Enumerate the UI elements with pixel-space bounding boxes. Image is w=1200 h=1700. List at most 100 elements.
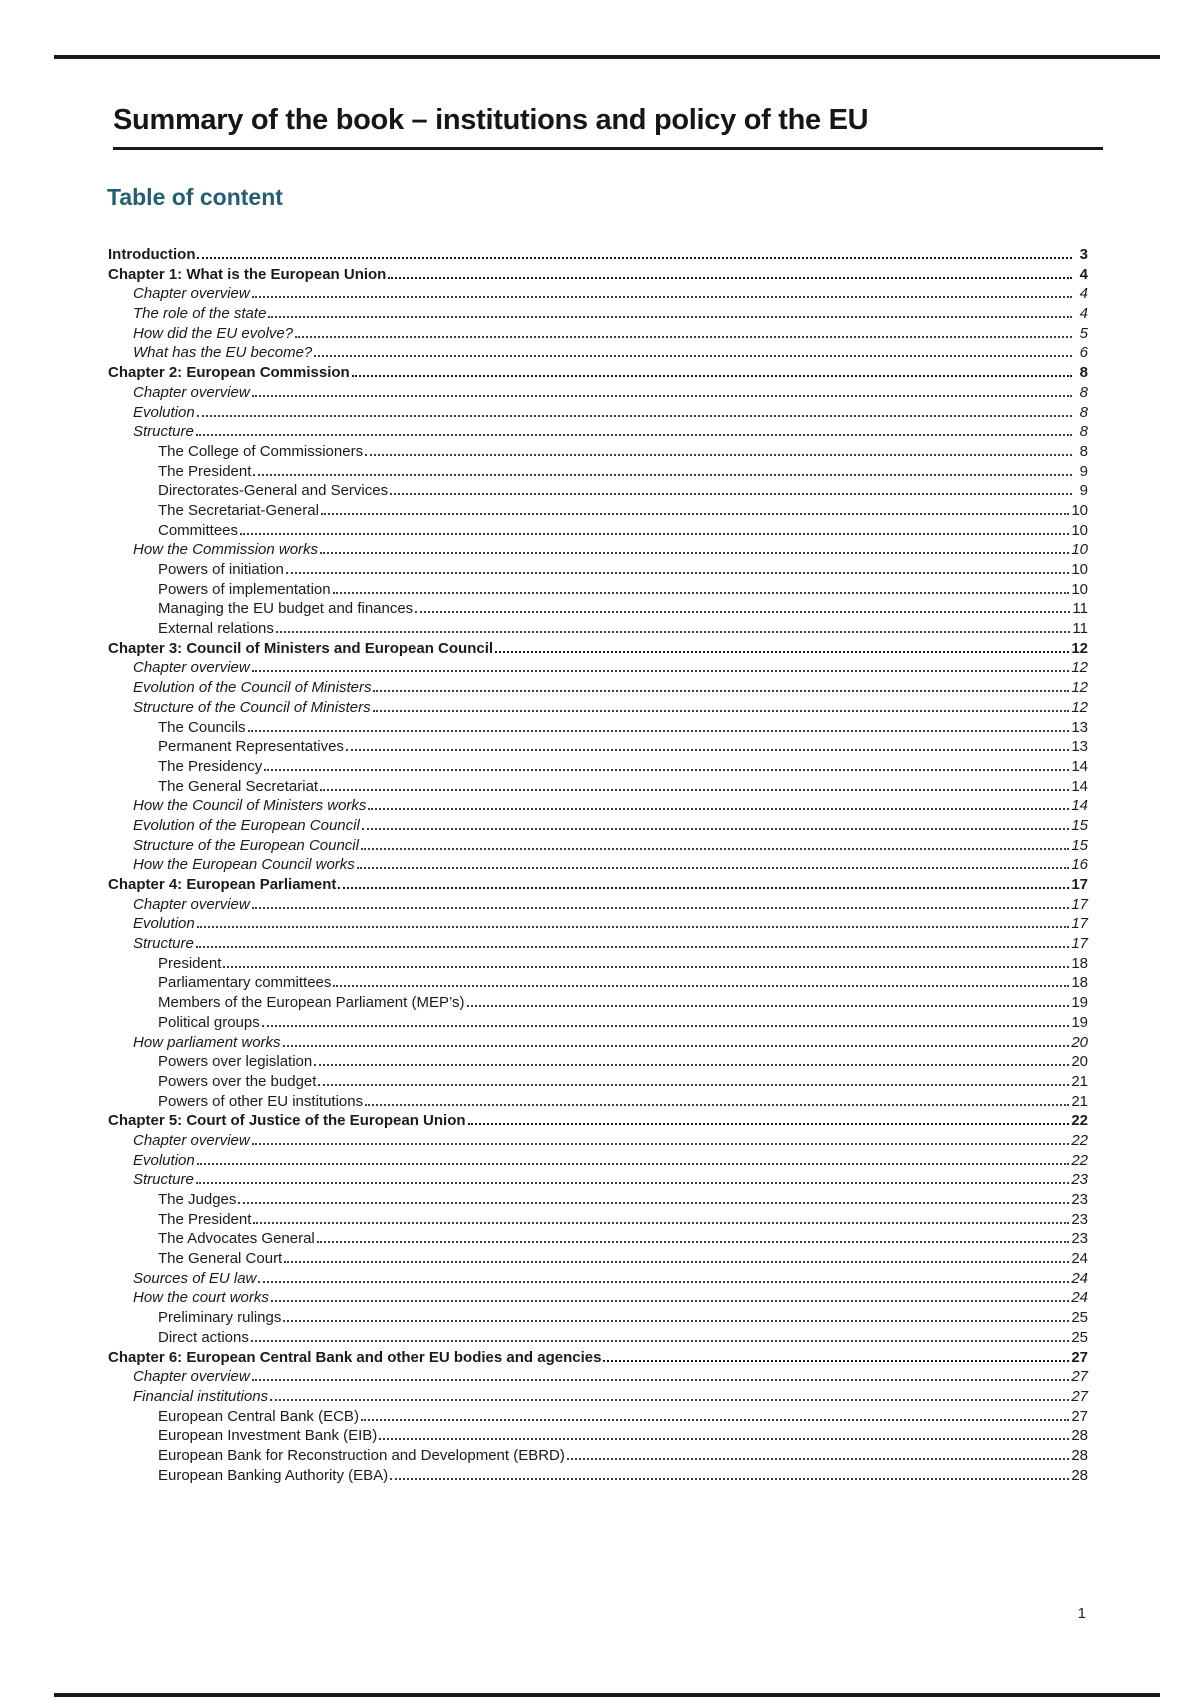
toc-entry[interactable]: President 18: [108, 954, 1088, 974]
toc-entry[interactable]: Chapter 3: Council of Ministers and Euro…: [108, 639, 1088, 659]
toc-entry[interactable]: Powers over the budget 21: [108, 1072, 1088, 1092]
toc-entry[interactable]: The Councils 13: [108, 718, 1088, 738]
toc-entry-label: Chapter overview: [133, 285, 250, 303]
toc-entry[interactable]: European Investment Bank (EIB) 28: [108, 1426, 1088, 1446]
toc-entry[interactable]: Permanent Representatives 13: [108, 737, 1088, 757]
toc-entry-page-number: 25: [1071, 1309, 1088, 1327]
toc-entry[interactable]: Powers of other EU institutions 21: [108, 1092, 1088, 1112]
toc-entry[interactable]: Structure 8: [108, 422, 1088, 442]
toc-entry-page-number: 10: [1071, 561, 1088, 578]
toc-entry[interactable]: Chapter overview 17: [108, 895, 1088, 915]
toc-entry[interactable]: Chapter 1: What is the European Union 4: [108, 265, 1088, 285]
toc-entry[interactable]: Evolution of the European Council 15: [108, 816, 1088, 836]
toc-entry[interactable]: Committees 10: [108, 521, 1088, 541]
toc-entry[interactable]: Political groups 19: [108, 1013, 1088, 1033]
toc-entry-page-number: 8: [1079, 423, 1088, 441]
toc-entry[interactable]: Evolution 22: [108, 1151, 1088, 1171]
toc-entry[interactable]: Chapter overview 12: [108, 658, 1088, 678]
toc-entry-label: Committees: [158, 521, 239, 539]
toc-entry[interactable]: How the Commission works 10: [108, 540, 1088, 560]
toc-entry-label: Evolution: [133, 403, 195, 421]
toc-entry[interactable]: Evolution 8: [108, 403, 1088, 423]
toc-entry-label: Chapter 4: European Parliament: [108, 876, 337, 893]
toc-entry-label: The President: [158, 1210, 252, 1228]
toc-entry[interactable]: The Presidency 14: [108, 757, 1088, 777]
toc-entry[interactable]: Chapter 2: European Commission 8: [108, 363, 1088, 383]
dot-leader: [360, 846, 1070, 850]
toc-entry-page-number: 19: [1071, 1013, 1088, 1031]
toc-entry-label: Structure of the Council of Ministers: [133, 698, 371, 716]
toc-entry-page-number: 6: [1079, 344, 1088, 362]
toc-entry[interactable]: Structure of the European Council 15: [108, 836, 1088, 856]
toc-entry[interactable]: Chapter 6: European Central Bank and oth…: [108, 1348, 1088, 1368]
toc-entry[interactable]: Powers of implementation 10: [108, 580, 1088, 600]
toc-entry[interactable]: Sources of EU law 24: [108, 1269, 1088, 1289]
dot-leader: [283, 1318, 1070, 1323]
toc-entry[interactable]: Powers of initiation 10: [108, 560, 1088, 580]
toc-entry[interactable]: Chapter 4: European Parliament 17: [108, 875, 1088, 895]
toc-entry[interactable]: The Judges 23: [108, 1190, 1088, 1210]
toc-entry[interactable]: What has the EU become? 6: [108, 343, 1088, 363]
toc-entry-label: Political groups: [158, 1013, 260, 1031]
toc-entry[interactable]: Evolution 17: [108, 914, 1088, 934]
toc-entry-page-number: 27: [1071, 1407, 1088, 1425]
toc-entry[interactable]: The General Secretariat 14: [108, 777, 1088, 797]
toc-entry[interactable]: External relations 11: [108, 619, 1088, 639]
toc-entry[interactable]: Financial institutions 27: [108, 1387, 1088, 1407]
toc-entry[interactable]: The Advocates General 23: [108, 1229, 1088, 1249]
toc-entry[interactable]: Introduction 3: [108, 245, 1088, 265]
toc-entry-label: Powers over the budget: [158, 1072, 317, 1090]
toc-entry[interactable]: Direct actions 25: [108, 1328, 1088, 1348]
dot-leader: [238, 1200, 1070, 1204]
toc-entry-page-number: 12: [1071, 659, 1088, 677]
toc-entry-label: Parliamentary committees: [158, 974, 332, 992]
toc-entry-page-number: 11: [1072, 620, 1088, 638]
toc-entry[interactable]: How the court works 24: [108, 1288, 1088, 1308]
toc-entry[interactable]: European Central Bank (ECB) 27: [108, 1407, 1088, 1427]
toc-entry[interactable]: Structure 17: [108, 934, 1088, 954]
toc-entry-label: Powers of initiation: [158, 561, 284, 578]
toc-entry-page-number: 21: [1071, 1072, 1088, 1090]
toc-entry[interactable]: European Banking Authority (EBA) 28: [108, 1466, 1088, 1486]
dot-leader: [372, 708, 1070, 712]
toc-entry[interactable]: The General Court 24: [108, 1249, 1088, 1269]
toc-entry-label: How the Commission works: [133, 541, 319, 559]
toc-entry[interactable]: How parliament works 20: [108, 1033, 1088, 1053]
toc-entry[interactable]: Chapter 5: Court of Justice of the Europ…: [108, 1111, 1088, 1131]
toc-entry-page-number: 12: [1071, 698, 1088, 716]
toc-entry[interactable]: Chapter overview 27: [108, 1367, 1088, 1387]
toc-entry[interactable]: Evolution of the Council of Ministers 12: [108, 678, 1088, 698]
dot-leader: [566, 1456, 1070, 1460]
toc-entry[interactable]: How did the EU evolve? 5: [108, 324, 1088, 344]
toc-entry[interactable]: How the Council of Ministers works 14: [108, 796, 1088, 816]
toc-entry-label: Chapter 6: European Central Bank and oth…: [108, 1348, 602, 1366]
toc-entry[interactable]: Preliminary rulings 25: [108, 1308, 1088, 1328]
toc-entry-label: Structure: [133, 1171, 194, 1189]
toc-entry[interactable]: Powers over legislation 20: [108, 1052, 1088, 1072]
toc-entry[interactable]: Chapter overview 8: [108, 383, 1088, 403]
toc-entry[interactable]: How the European Council works 16: [108, 855, 1088, 875]
toc-entry[interactable]: The role of the state 4: [108, 304, 1088, 324]
toc-entry[interactable]: Structure of the Council of Ministers 12: [108, 698, 1088, 718]
toc-entry[interactable]: The President 9: [108, 462, 1088, 482]
dot-leader: [320, 550, 1070, 555]
toc-entry-label: Powers over legislation: [158, 1053, 313, 1071]
toc-entry[interactable]: Managing the EU budget and finances 11: [108, 599, 1088, 619]
toc-entry-label: Financial institutions: [133, 1387, 269, 1405]
toc-entry[interactable]: The College of Commissioners 8: [108, 442, 1088, 462]
toc-entry[interactable]: Chapter overview 4: [108, 284, 1088, 304]
toc-entry[interactable]: Chapter overview 22: [108, 1131, 1088, 1151]
toc-entry-label: How the Council of Ministers works: [133, 797, 367, 815]
toc-entry[interactable]: Directorates-General and Services 9: [108, 481, 1088, 501]
toc-entry-label: The Secretariat-General: [158, 501, 319, 519]
toc-entry[interactable]: Structure 23: [108, 1170, 1088, 1190]
toc-entry[interactable]: Parliamentary committees 18: [108, 973, 1088, 993]
toc-entry[interactable]: Members of the European Parliament (MEP’…: [108, 993, 1088, 1013]
toc-entry[interactable]: The President 23: [108, 1210, 1088, 1230]
toc-entry-page-number: 20: [1071, 1033, 1088, 1051]
dot-leader: [247, 728, 1070, 732]
toc-entry-label: The President: [158, 462, 252, 480]
bottom-horizontal-rule: [54, 1693, 1160, 1697]
toc-entry[interactable]: European Bank for Reconstruction and Dev…: [108, 1446, 1088, 1466]
toc-entry[interactable]: The Secretariat-General 10: [108, 501, 1088, 521]
